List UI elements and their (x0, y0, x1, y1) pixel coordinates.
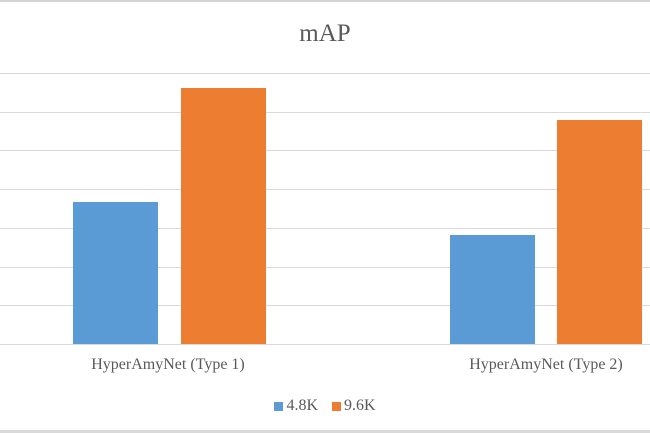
bar-4-8k-type1 (73, 201, 158, 344)
x-axis-label-type1: HyperAmyNet (Type 1) (91, 356, 245, 373)
gridline (0, 266, 650, 268)
x-axis-label-type2: HyperAmyNet (Type 2) (469, 356, 623, 373)
legend-item-4-8k: 4.8K (274, 397, 318, 415)
gridline (0, 189, 650, 191)
chart-border-bottom (0, 430, 650, 433)
legend-label: 9.6K (344, 397, 376, 414)
bar-9-6k-type2 (557, 119, 642, 344)
gridline (0, 305, 650, 307)
plot-area (0, 73, 650, 345)
gridline (0, 73, 650, 74)
x-axis-baseline (0, 344, 650, 345)
chart-border-top (0, 0, 650, 2)
gridline (0, 227, 650, 229)
legend-swatch-blue-icon (274, 401, 284, 411)
legend-label: 4.8K (286, 397, 318, 414)
chart-title: mAP (299, 20, 351, 47)
legend-swatch-orange-icon (332, 401, 341, 411)
gridline (0, 111, 650, 113)
bar-4-8k-type2 (450, 234, 535, 344)
bar-9-6k-type1 (181, 88, 266, 344)
legend-item-9-6k: 9.6K (332, 397, 376, 415)
gridline (0, 150, 650, 152)
legend: 4.8K 9.6K (0, 397, 650, 415)
